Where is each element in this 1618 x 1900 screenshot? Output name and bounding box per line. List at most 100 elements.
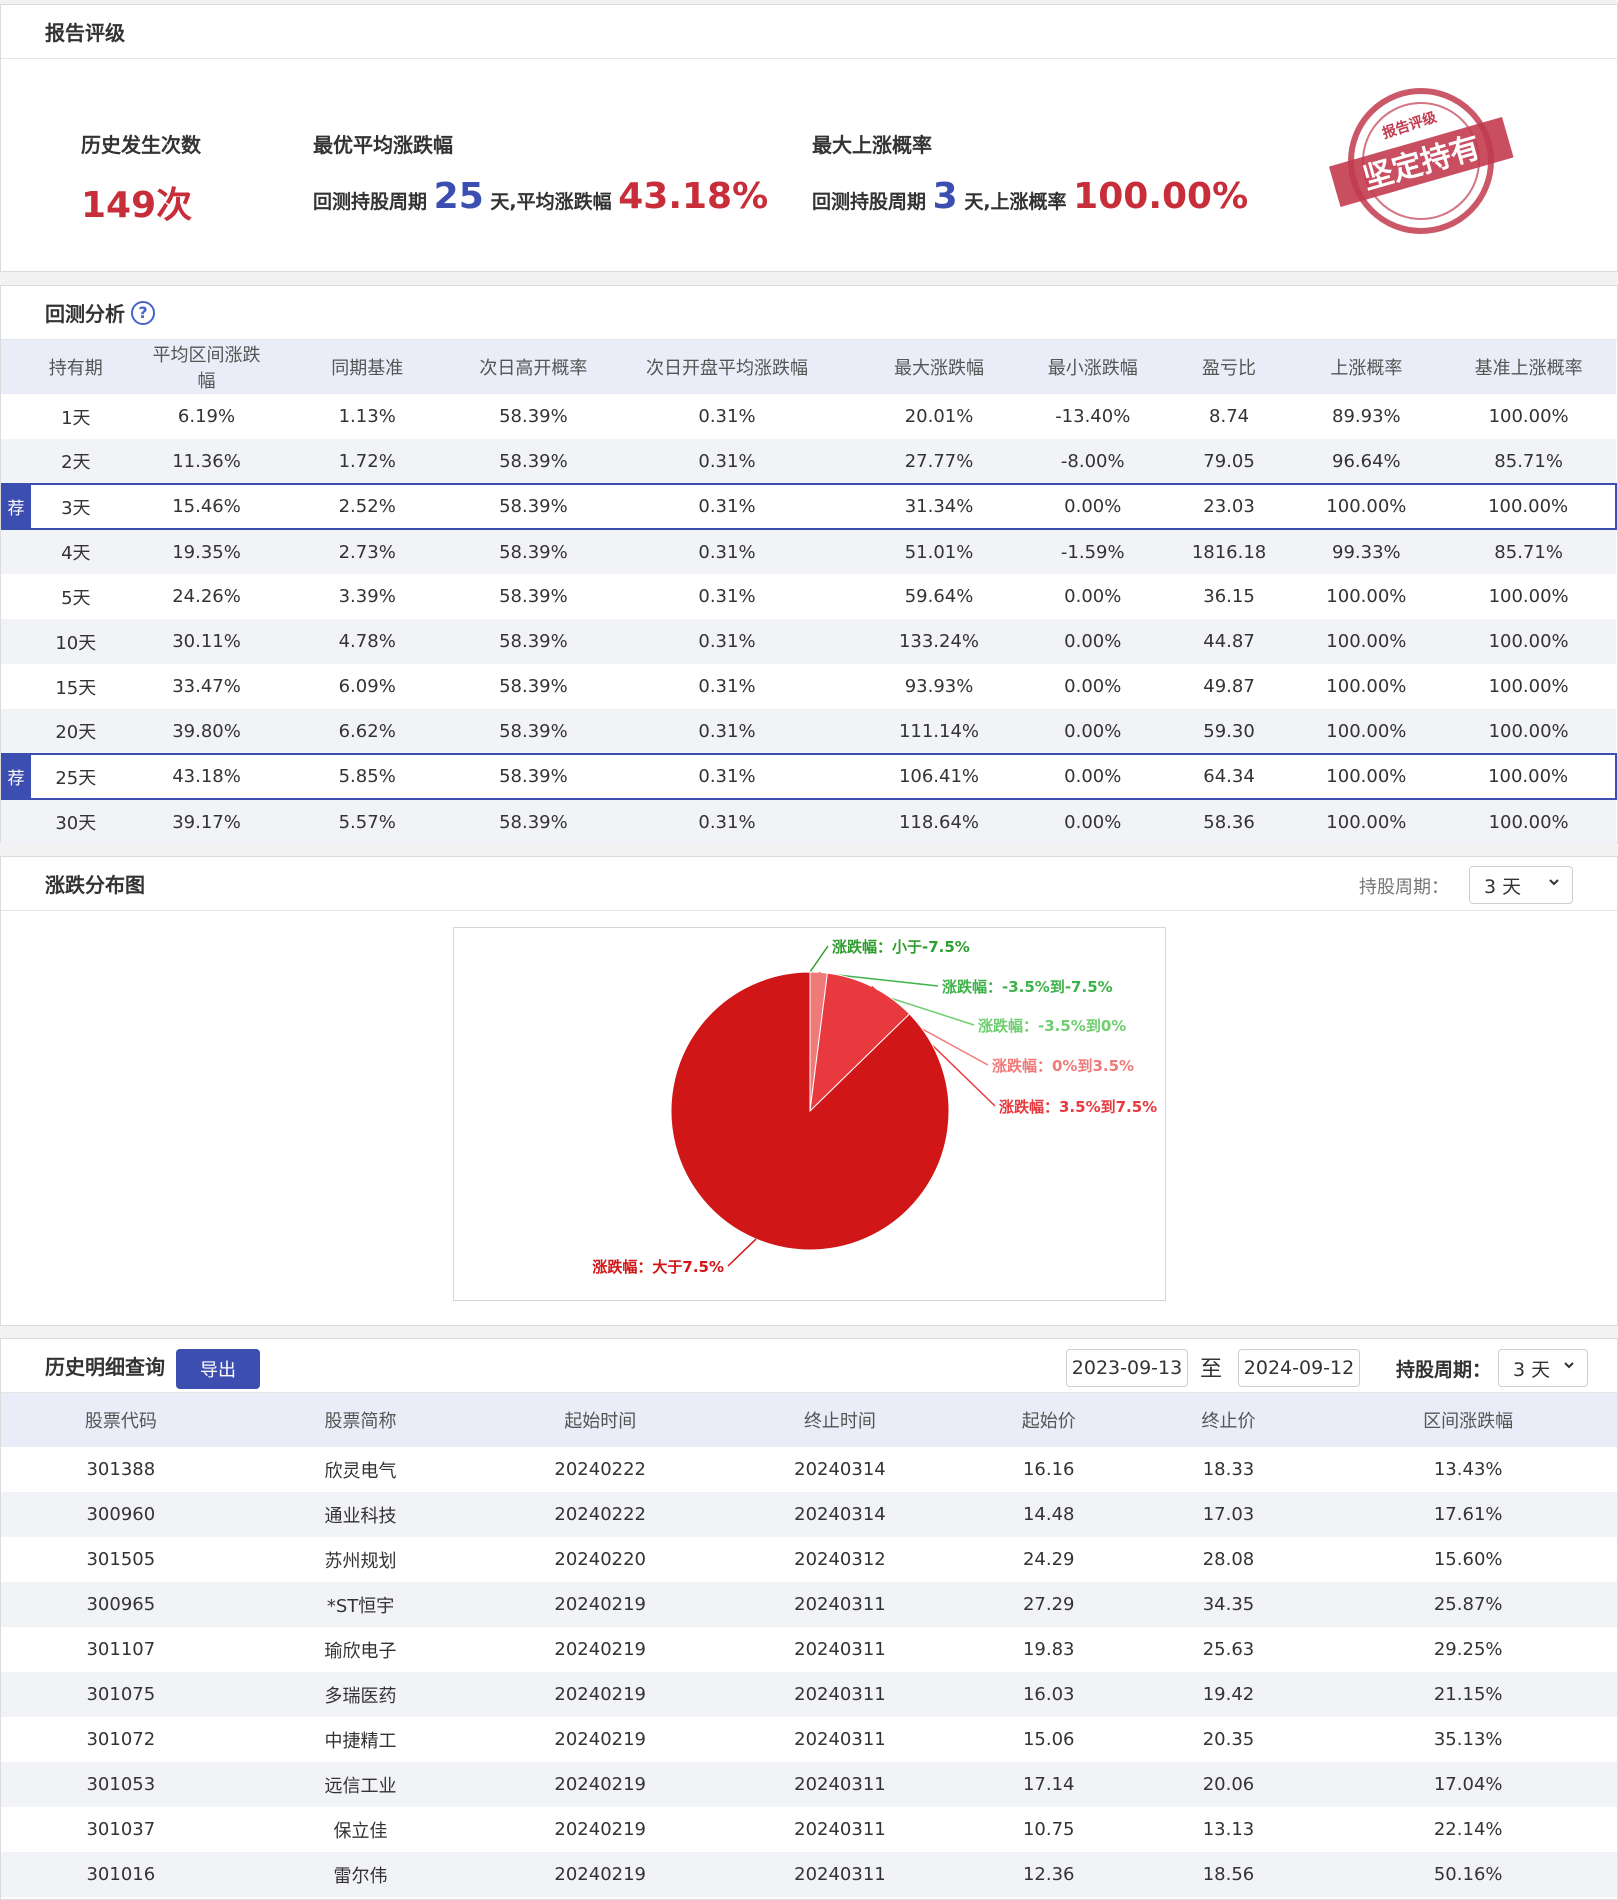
history-table: 股票代码 股票简称 起始时间 终止时间 起始价 终止价 区间涨跌幅 301388 欣灵电气 20… [1, 1393, 1617, 1897]
stock-name-link[interactable]: 雷尔伟 [240, 1852, 481, 1897]
backtest-row: 5天 24.26% 3.39% 58.39% 0.31% 59.64% 0.00% 36.15… [1, 574, 1616, 619]
history-row: 301075 多瑞医药 20240219 20240311 16.03 19.42 21.1… [1, 1672, 1617, 1717]
history-cell: 20240220 [554, 1549, 647, 1570]
pie-slice-label: 涨跌幅：小于-7.5% [832, 938, 970, 956]
history-cell: 20240314 [720, 1492, 960, 1537]
history-cell: 28.08 [1202, 1549, 1255, 1570]
backtest-col-header: 最小涨跌幅 [1018, 340, 1167, 394]
backtest-cell: 118.64% [859, 799, 1019, 844]
backtest-col-header: 最大涨跌幅 [859, 340, 1019, 394]
stock-name-link[interactable]: *ST恒宇 [240, 1582, 481, 1627]
backtest-cell: 0.31% [594, 799, 860, 844]
backtest-cell: 59.30 [1166, 709, 1292, 754]
backtest-cell: 100.00% [1441, 753, 1617, 800]
backtest-col-header: 盈亏比 [1166, 340, 1292, 394]
backtest-cell: 100.00% [1488, 676, 1569, 697]
history-cell: 20240219 [480, 1582, 721, 1627]
max-up-label: 最大上涨概率 [812, 133, 932, 157]
date-to-input[interactable]: 2024-09-12 [1238, 1349, 1360, 1387]
backtest-cell: 100.00% [1326, 586, 1407, 607]
history-cell: 20240219 [480, 1852, 721, 1897]
history-cell: 34.35 [1137, 1582, 1320, 1627]
stock-name-link[interactable]: 瑜欣电子 [324, 1640, 397, 1662]
backtest-cell: 0.00% [1018, 709, 1167, 754]
history-cell: 16.16 [1022, 1459, 1075, 1480]
backtest-cell: 0.31% [698, 406, 756, 427]
backtest-cell: 0.00% [1018, 483, 1167, 530]
interval-change-cell: 15.60% [1433, 1549, 1503, 1570]
distribution-period-select[interactable]: 3 天 [1469, 866, 1573, 904]
backtest-cell: -8.00% [1018, 439, 1167, 484]
backtest-cell: 39.80% [150, 709, 263, 754]
backtest-cell: 1.72% [262, 439, 472, 484]
backtest-cell: 58.39% [471, 529, 595, 574]
backtest-cell: 0.31% [594, 753, 860, 800]
stock-name-link[interactable]: 多瑞医药 [240, 1672, 481, 1717]
history-period-label: 持股周期： [1396, 1359, 1492, 1381]
stock-name-link[interactable]: 通业科技 [240, 1492, 481, 1537]
max-up-days: 3 [932, 176, 958, 217]
recommend-badge: 荐 [1, 755, 31, 798]
report-rating-header: 报告评级 [1, 5, 1617, 59]
backtest-cell: 100.00% [1441, 483, 1617, 530]
backtest-cell: 19.35% [150, 529, 263, 574]
history-header: 历史明细查询 [1, 1339, 1617, 1393]
backtest-cell: 6.19% [177, 406, 236, 427]
chevron-down-icon [1549, 879, 1559, 886]
pie-slice[interactable] [809, 972, 911, 1113]
history-period-select[interactable]: 3 天 [1498, 1349, 1588, 1387]
stock-name-link[interactable]: 保立佳 [333, 1820, 388, 1842]
backtest-cell: 23.03 [1166, 483, 1292, 530]
stock-name-link[interactable]: 苏州规划 [324, 1550, 397, 1572]
interval-change-cell: 25.87% [1319, 1582, 1617, 1627]
stock-name-link[interactable]: 中捷精工 [324, 1730, 397, 1752]
backtest-cell: 31.34% [859, 483, 1019, 530]
backtest-cell: 荐 25天 [1, 753, 151, 800]
distribution-header: 涨跌分布图 [1, 857, 1617, 911]
stock-name-link[interactable]: 欣灵电气 [324, 1460, 397, 1482]
backtest-cell: 0.00% [1064, 586, 1122, 607]
backtest-cell: 30.11% [150, 619, 263, 664]
history-col-header: 股票代码 [1, 1393, 241, 1447]
interval-change-cell: 17.61% [1319, 1492, 1617, 1537]
backtest-cell: 58.39% [499, 586, 568, 607]
backtest-cell: 64.34 [1166, 753, 1292, 800]
backtest-col-header: 上涨概率 [1291, 340, 1442, 394]
backtest-cell: 5.57% [262, 799, 472, 844]
history-cell: 18.56 [1137, 1852, 1320, 1897]
best-avg-stat: 最优平均涨跌幅 回测持股周期 25 天,平均涨跌幅 43.18% [313, 129, 768, 217]
interval-change-cell: 13.43% [1433, 1459, 1503, 1480]
history-cell: 301037 [86, 1819, 156, 1840]
backtest-cell: -13.40% [1055, 406, 1131, 427]
history-cell: 20240311 [794, 1819, 886, 1840]
help-icon[interactable]: ? [131, 300, 155, 325]
history-cell: 300965 [1, 1582, 241, 1627]
backtest-cell: 0.31% [698, 676, 756, 697]
history-row: 300960 通业科技 20240222 20240314 14.48 17.03 17.6… [1, 1492, 1617, 1537]
backtest-cell: 15.46% [150, 483, 263, 530]
stock-name-link[interactable]: 远信工业 [240, 1762, 481, 1807]
date-from-input[interactable]: 2023-09-13 [1066, 1349, 1188, 1387]
backtest-cell: 100.00% [1291, 709, 1442, 754]
best-avg-line: 回测持股周期 25 天,平均涨跌幅 43.18% [313, 176, 768, 217]
history-count-value: 149次 [81, 185, 193, 226]
backtest-cell: 100.00% [1488, 586, 1569, 607]
backtest-cell: 58.39% [499, 406, 568, 427]
backtest-cell: 0.31% [594, 529, 860, 574]
backtest-header: 回测分析 ? [1, 286, 1617, 340]
history-col-header: 终止时间 [720, 1393, 960, 1447]
history-row: 301016 雷尔伟 20240219 20240311 12.36 18.56 50.16… [1, 1852, 1617, 1897]
backtest-cell: 11.36% [150, 439, 263, 484]
history-cell: 20240311 [720, 1672, 960, 1717]
history-cell: 301072 [86, 1729, 156, 1750]
export-button[interactable]: 导出 [176, 1349, 260, 1389]
backtest-cell: 0.31% [594, 483, 860, 530]
backtest-cell: 36.15 [1203, 586, 1255, 607]
history-count-stat: 历史发生次数 149次 [81, 129, 201, 228]
history-row: 300965 *ST恒宇 20240219 20240311 27.29 34.35 25.… [1, 1582, 1617, 1627]
backtest-cell: 20.01% [904, 406, 974, 427]
interval-change-cell: 50.16% [1319, 1852, 1617, 1897]
backtest-col-header: 基准上涨概率 [1441, 340, 1616, 394]
backtest-title: 回测分析 [45, 302, 125, 326]
backtest-cell: 58.39% [471, 483, 595, 530]
